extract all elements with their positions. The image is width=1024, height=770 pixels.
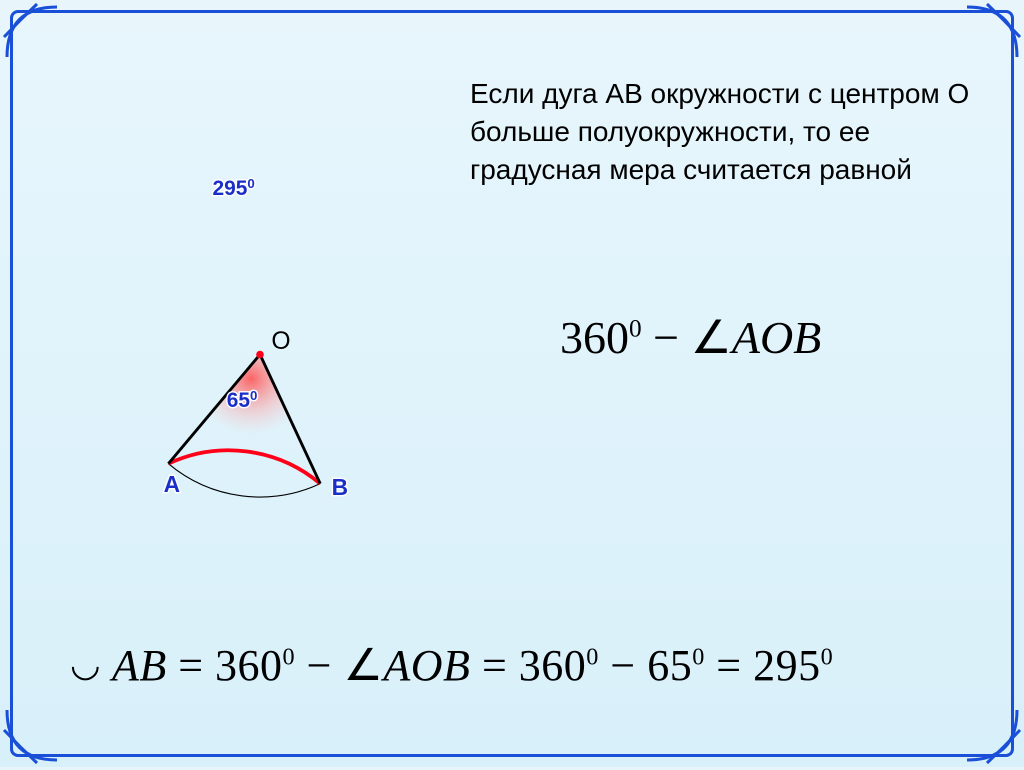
- corner-br: [962, 705, 1022, 765]
- svg-text:2950: 2950: [213, 175, 255, 200]
- circle-diagram: O6502950AB: [70, 130, 450, 560]
- corner-tr: [962, 2, 1022, 62]
- formula-bottom: ◡ AB = 3600 − ∠AOB = 3600 − 650 = 2950: [70, 640, 833, 691]
- svg-text:A: A: [164, 471, 180, 497]
- corner-bl: [2, 705, 62, 765]
- svg-text:O: O: [271, 328, 290, 355]
- corner-tl: [2, 2, 62, 62]
- formula-main: 3600 − ∠AOB: [560, 310, 821, 364]
- svg-text:B: B: [332, 474, 348, 500]
- explanatory-text: Если дуга АВ окружности с центром О боль…: [470, 75, 970, 188]
